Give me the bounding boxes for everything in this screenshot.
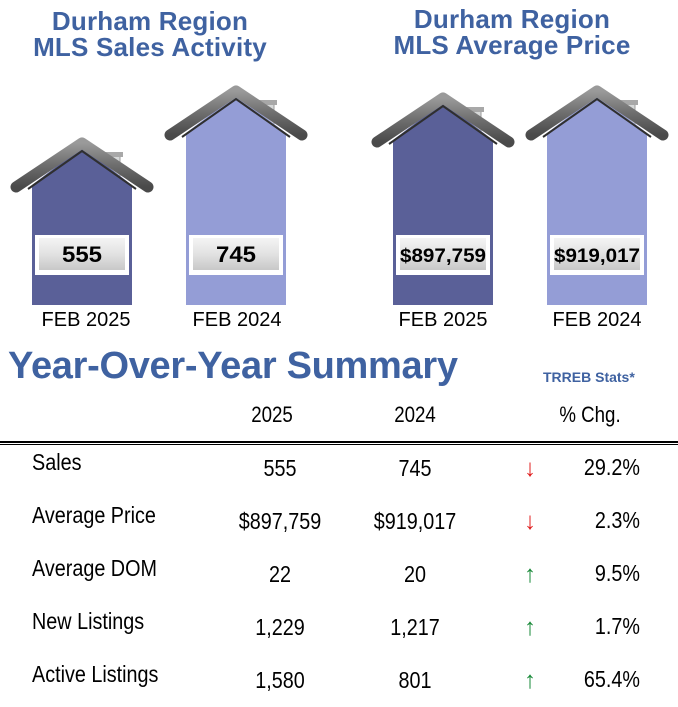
up-arrow-icon: ↑: [524, 667, 536, 694]
chimney-cap: [253, 100, 277, 105]
pct-change: 9.5%: [594, 560, 640, 586]
value-2025: 1,229: [255, 614, 305, 640]
value-plaque: [554, 238, 640, 270]
value-2024: $919,017: [373, 508, 457, 534]
chimney-cap: [99, 152, 123, 157]
up-arrow-icon: ↑: [524, 614, 536, 641]
column-header-pct-change: % Chg.: [559, 402, 621, 427]
house-roof: [164, 85, 308, 141]
value-2024: 1,217: [390, 614, 440, 640]
table-row: Average Price $897,759 $919,017 ↓ 2.3%: [0, 502, 678, 542]
house-bar: 745: [164, 85, 308, 305]
roof-inner-edge: [27, 149, 137, 190]
x-label-sales-2025: FEB 2025: [41, 309, 131, 331]
price-title-line2: MLS Average Price: [393, 30, 631, 60]
chimney-cap: [460, 107, 484, 112]
data-label: 745: [216, 242, 256, 267]
pct-change: 29.2%: [583, 454, 640, 480]
house-roof: [525, 85, 669, 141]
house-roof: [10, 137, 154, 193]
summary-title: Year-Over-Year Summary: [8, 345, 458, 387]
value-2024: 801: [398, 667, 432, 693]
row-label: Active Listings: [32, 661, 159, 687]
value-plaque: [193, 238, 279, 270]
up-arrow-icon: ↑: [524, 561, 536, 588]
down-arrow-icon: ↓: [524, 455, 536, 482]
value-2025: 22: [268, 561, 292, 587]
house-bar: $897,759: [371, 92, 515, 305]
value-2025: $897,759: [238, 508, 322, 534]
table-row: Sales 555 745 ↓ 29.2%: [0, 449, 678, 489]
pct-change: 1.7%: [594, 613, 640, 639]
column-header-2024: 2024: [394, 402, 436, 427]
header-divider: [0, 441, 678, 445]
source-label: TRREB Stats*: [543, 369, 635, 385]
sales-title-line1: Durham Region: [51, 6, 249, 36]
chimney-cap: [614, 100, 638, 105]
x-label-price-2025: FEB 2025: [398, 309, 488, 331]
roof-inner-edge: [542, 97, 652, 138]
pct-change: 2.3%: [594, 507, 640, 533]
value-plaque: [39, 238, 125, 270]
row-label: New Listings: [32, 608, 145, 634]
house-bar: 555: [10, 137, 154, 305]
data-label: 555: [62, 242, 102, 267]
house-bar-charts: 555 745 $897,759 $919,017: [10, 85, 669, 305]
x-label-price-2024: FEB 2024: [552, 309, 642, 331]
pct-change: 65.4%: [583, 666, 640, 692]
house-roof: [371, 92, 515, 148]
x-label-sales-2024: FEB 2024: [192, 309, 282, 331]
value-2025: 1,580: [255, 667, 305, 693]
row-label: Average Price: [32, 502, 156, 528]
table-row: Average DOM 22 20 ↑ 9.5%: [0, 555, 678, 595]
value-2024: 745: [398, 455, 432, 481]
value-2025: 555: [263, 455, 297, 481]
sales-title-line2: MLS Sales Activity: [33, 32, 267, 62]
sales-activity-title: Durham Region MLS Sales Activity: [0, 8, 300, 60]
roof-inner-edge: [181, 97, 291, 138]
roof-inner-edge: [388, 104, 498, 145]
price-title-line1: Durham Region: [413, 4, 611, 34]
house-bar: $919,017: [525, 85, 669, 305]
row-label: Sales: [32, 449, 82, 475]
average-price-title: Durham Region MLS Average Price: [352, 6, 672, 58]
table-row: New Listings 1,229 1,217 ↑ 1.7%: [0, 608, 678, 648]
value-2024: 20: [403, 561, 427, 587]
down-arrow-icon: ↓: [524, 508, 536, 535]
table-row: Active Listings 1,580 801 ↑ 65.4%: [0, 661, 678, 701]
column-header-2025: 2025: [251, 402, 293, 427]
data-label: $897,759: [400, 246, 486, 267]
row-label: Average DOM: [32, 555, 157, 581]
value-plaque: [400, 238, 486, 270]
data-label: $919,017: [554, 246, 640, 267]
